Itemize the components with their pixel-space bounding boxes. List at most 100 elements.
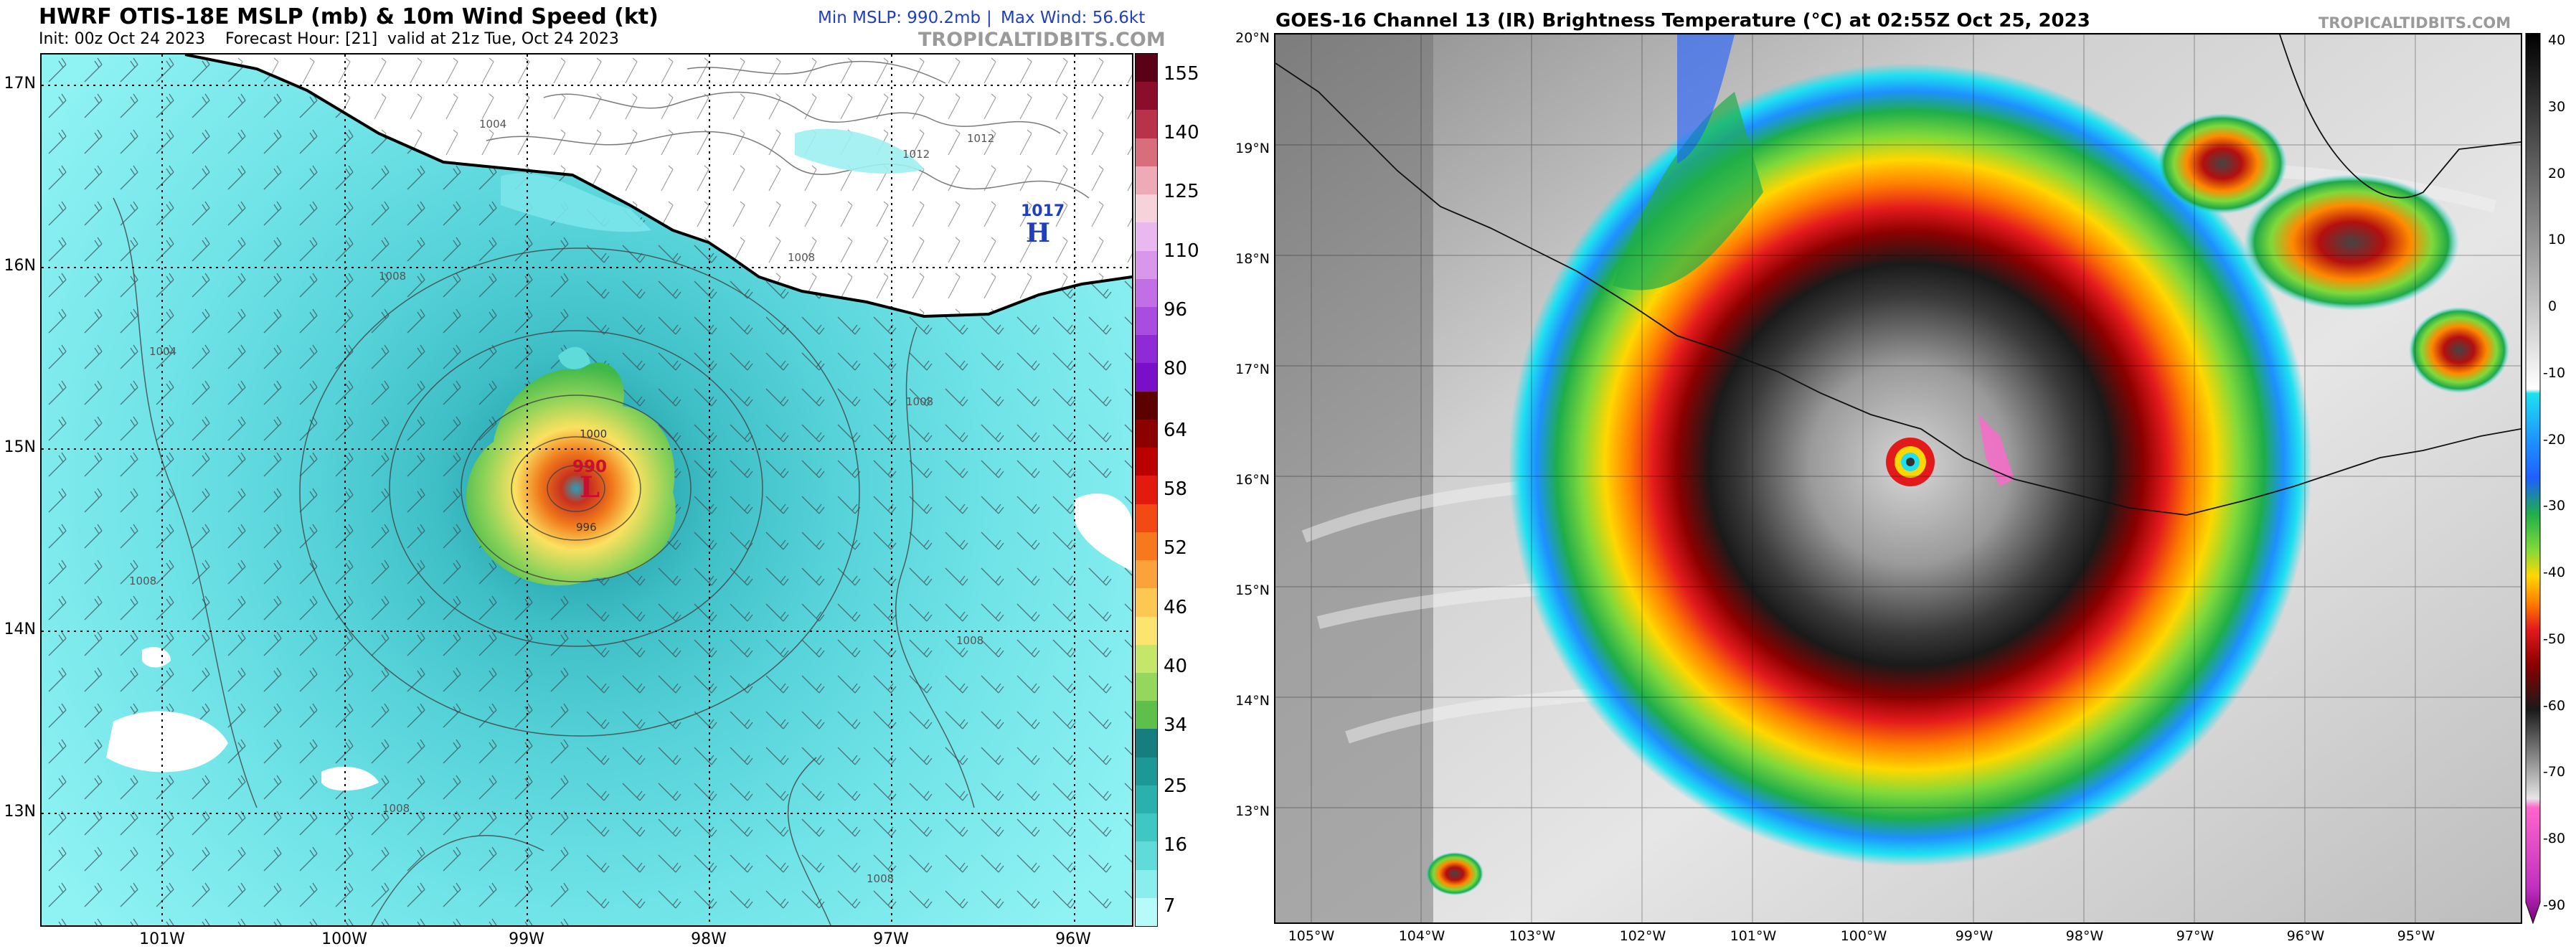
right-lat-label: 15°N (1235, 582, 1270, 598)
wind-colorbar-tick: 16 (1164, 834, 1188, 856)
wind-colorbar-segment (1136, 476, 1157, 505)
right-lat-label: 20°N (1235, 30, 1270, 46)
wind-colorbar-segment (1136, 82, 1157, 110)
left-lat-label: 13N (4, 803, 36, 821)
left-lat-label: 17N (4, 75, 36, 93)
right-lon-label: 101°W (1730, 928, 1777, 944)
wind-colorbar-segment (1136, 588, 1157, 617)
hwrf-map[interactable]: 990 L 1017 H 1012 1008 1004 1008 1004 10… (40, 53, 1133, 927)
wind-colorbar-tick: 52 (1164, 537, 1188, 559)
right-lon-label: 98°W (2065, 928, 2104, 944)
wind-colorbar-segment (1136, 841, 1157, 871)
right-lon-label: 105°W (1288, 928, 1335, 944)
right-lat-label: 16°N (1235, 472, 1270, 488)
ir-colorbar-tick: -50 (2543, 631, 2566, 647)
right-lon-label: 97°W (2176, 928, 2214, 944)
left-lat-label: 16N (4, 257, 36, 275)
wind-colorbar-tick: 34 (1164, 714, 1188, 736)
wind-colorbar-tick: 58 (1164, 478, 1188, 500)
wind-colorbar-segment (1136, 701, 1157, 730)
left-map-init: Init: 00z Oct 24 2023 (39, 30, 206, 48)
wind-colorbar-tick: 7 (1164, 895, 1176, 917)
left-lon-label: 99W (509, 930, 544, 948)
low-pressure-value: 990 (572, 458, 608, 476)
wind-colorbar-segment (1136, 250, 1157, 280)
ir-colorbar-tick: -60 (2543, 697, 2566, 714)
wind-colorbar-segment (1136, 222, 1157, 252)
isobar-label: 1008 (129, 575, 157, 587)
wind-colorbar-segment (1136, 138, 1157, 167)
max-wind-readout: Max Wind: 56.6kt (1001, 9, 1146, 27)
wind-colorbar-segment (1136, 419, 1157, 448)
wind-colorbar-segment (1136, 729, 1157, 758)
wind-colorbar-segment (1136, 307, 1157, 336)
wind-colorbar-tick: 155 (1164, 63, 1199, 85)
wind-colorbar-tick: 46 (1164, 597, 1188, 618)
right-lon-label: 95°W (2397, 928, 2435, 944)
left-map-forecast-hour: Forecast Hour: [21] (225, 30, 378, 48)
isobar-label: 1004 (479, 118, 507, 131)
wind-colorbar-segment (1136, 644, 1157, 674)
right-lon-label: 102°W (1619, 928, 1666, 944)
right-lon-label: 103°W (1509, 928, 1556, 944)
wind-colorbar-segment (1136, 532, 1157, 561)
min-mslp-readout: Min MSLP: 990.2mb (818, 9, 981, 27)
goes-ir-map[interactable] (1274, 33, 2522, 924)
wind-colorbar-segment (1136, 504, 1157, 533)
ir-colorbar-tick: 40 (2548, 32, 2566, 48)
wind-colorbar-tick: 140 (1164, 122, 1199, 143)
wind-colorbar-segment (1136, 616, 1157, 646)
wind-colorbar-segment (1136, 897, 1157, 926)
isobar-label: 1008 (956, 634, 984, 647)
right-lon-label: 100°W (1840, 928, 1887, 944)
goes-ir-map-canvas (1275, 34, 2521, 922)
wind-colorbar-segment (1136, 560, 1157, 589)
ir-colorbar-tick: 20 (2548, 165, 2566, 181)
wind-colorbar-segment (1136, 785, 1157, 814)
ir-colorbar-tick: 30 (2548, 98, 2566, 115)
isobar-label: 1008 (379, 270, 407, 283)
right-lat-label: 13°N (1235, 803, 1270, 819)
ir-temperature-colorbar (2525, 33, 2541, 924)
hwrf-map-canvas (42, 55, 1132, 925)
wind-colorbar-segment (1136, 278, 1157, 308)
right-lon-label: 96°W (2286, 928, 2325, 944)
wind-colorbar-segment (1136, 166, 1157, 195)
right-lat-label: 17°N (1235, 362, 1270, 377)
wind-colorbar-segment (1136, 391, 1157, 420)
isobar-label: 1004 (149, 345, 177, 358)
wind-colorbar-tick: 64 (1164, 420, 1188, 441)
isobar-label: 1008 (906, 395, 934, 408)
readout-separator: | (986, 9, 992, 27)
left-lon-label: 101W (139, 930, 185, 948)
ir-colorbar-tick: -20 (2543, 431, 2566, 448)
left-map-title: HWRF OTIS-18E MSLP (mb) & 10m Wind Speed… (39, 4, 659, 29)
isobar-label: 1000 (580, 428, 608, 440)
wind-colorbar-tick: 110 (1164, 240, 1199, 262)
ir-colorbar-tick: -10 (2543, 364, 2566, 381)
ir-colorbar-tick: -90 (2543, 897, 2566, 913)
right-map-title: GOES-16 Channel 13 (IR) Brightness Tempe… (1275, 10, 2090, 32)
wind-colorbar-segment (1136, 194, 1157, 223)
wind-colorbar-segment (1136, 363, 1157, 392)
ir-colorbar-tick: -80 (2543, 831, 2566, 847)
left-lat-label: 15N (4, 438, 36, 456)
left-lon-label: 96W (1055, 930, 1091, 948)
right-lat-label: 19°N (1235, 141, 1270, 156)
isobar-label: 1008 (382, 802, 410, 815)
right-lat-label: 18°N (1235, 251, 1270, 267)
ir-colorbar-tick: -30 (2543, 498, 2566, 514)
wind-colorbar-tick: 25 (1164, 775, 1188, 797)
left-lon-label: 100W (321, 930, 367, 948)
wind-colorbar-tick: 96 (1164, 299, 1188, 321)
left-lon-label: 97W (873, 930, 909, 948)
wind-colorbar-segment (1136, 110, 1157, 139)
wind-colorbar-segment (1136, 54, 1157, 82)
ir-colorbar-tick: -70 (2543, 764, 2566, 780)
high-pressure-symbol: H (1026, 218, 1051, 248)
ir-colorbar-tick: -40 (2543, 565, 2566, 581)
wind-colorbar-tick: 125 (1164, 181, 1199, 202)
ir-colorbar-tick: 10 (2548, 232, 2566, 248)
left-lon-label: 98W (691, 930, 727, 948)
high-pressure-value: 1017 (1021, 202, 1065, 220)
